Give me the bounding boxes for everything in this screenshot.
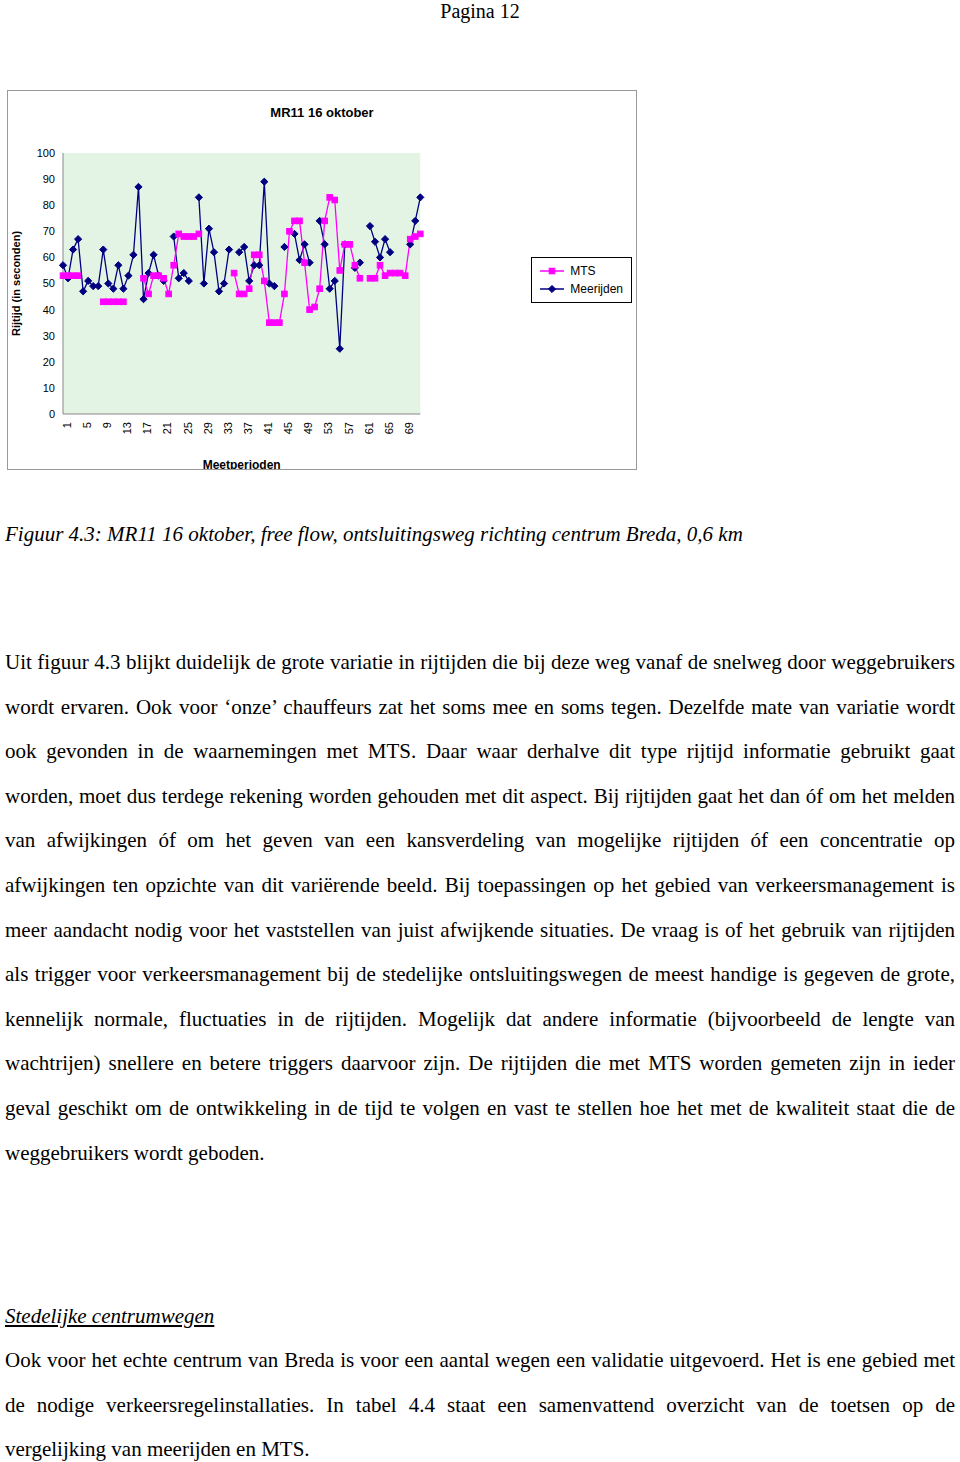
html-text:Figuur 4.3: MR11 16 oktober, f: Figuur 4.3: MR11 16 oktober, free flow, … [5, 522, 743, 546]
html-text:Ook voor het echte centrum van: Ook voor het echte centrum van Breda is … [5, 1348, 955, 1462]
svg-text:9: 9 [101, 422, 113, 428]
svg-text:41: 41 [262, 422, 274, 434]
svg-text:80: 80 [43, 199, 55, 211]
svg-text:13: 13 [121, 422, 133, 434]
svg-text:60: 60 [43, 251, 55, 263]
html-text:MTS: MTS [570, 264, 596, 278]
html-text:Pagina 12: Pagina 12 [440, 0, 520, 22]
svg-text:70: 70 [43, 225, 55, 237]
svg-text:25: 25 [182, 422, 194, 434]
svg-text:100: 100 [37, 147, 55, 159]
svg-text:65: 65 [383, 422, 395, 434]
svg-text:20: 20 [43, 356, 55, 368]
html-text:Meerijden: Meerijden [570, 282, 623, 296]
svg-text:17: 17 [141, 422, 153, 434]
svg-text:53: 53 [322, 422, 334, 434]
svg-text:40: 40 [43, 304, 55, 316]
html-text:Uit figuur 4.3 blijkt duidelij: Uit figuur 4.3 blijkt duidelijk de grote… [5, 650, 955, 1165]
svg-text:69: 69 [403, 422, 415, 434]
svg-text:30: 30 [43, 330, 55, 342]
svg-text:50: 50 [43, 277, 55, 289]
svg-text:Rijtijd (in seconden): Rijtijd (in seconden) [10, 231, 22, 336]
svg-text:29: 29 [202, 422, 214, 434]
svg-text:37: 37 [242, 422, 254, 434]
svg-text:33: 33 [222, 422, 234, 434]
svg-text:5: 5 [81, 422, 93, 428]
svg-text:10: 10 [43, 382, 55, 394]
svg-text:45: 45 [282, 422, 294, 434]
html-text:MR11 16 oktober: MR11 16 oktober [270, 105, 374, 120]
svg-text:Meetperioden: Meetperioden [203, 458, 281, 469]
html-text:Stedelijke centrumwegen: Stedelijke centrumwegen [5, 1304, 215, 1328]
svg-text:57: 57 [343, 422, 355, 434]
svg-text:0: 0 [49, 408, 55, 420]
svg-text:1: 1 [61, 422, 73, 428]
svg-text:21: 21 [161, 422, 173, 434]
svg-text:49: 49 [302, 422, 314, 434]
svg-text:90: 90 [43, 173, 55, 185]
svg-text:61: 61 [363, 422, 375, 434]
